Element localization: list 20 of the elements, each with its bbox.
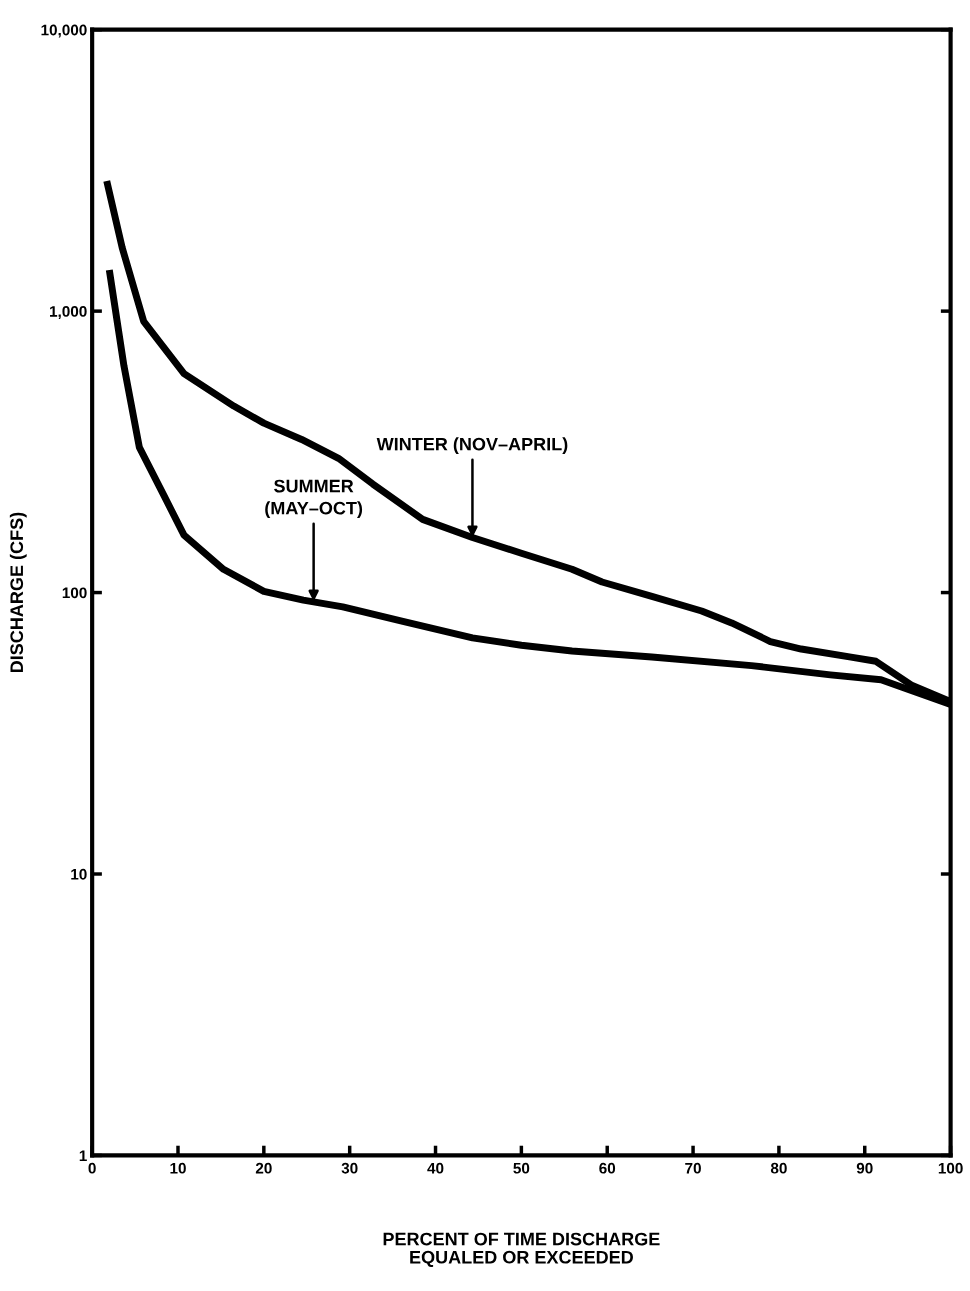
x-tick-label: 0: [88, 1162, 96, 1174]
y-tick-label: 1,000: [50, 306, 87, 320]
x-tick-label: 60: [599, 1162, 616, 1174]
x-tick-label: 10: [170, 1162, 186, 1174]
y-tick-label: 10: [71, 868, 87, 880]
x-tick-label: 90: [856, 1162, 873, 1174]
y-tick-label: 1: [79, 1150, 87, 1161]
x-tick-label: 70: [685, 1162, 701, 1174]
x-tick-label: 30: [341, 1162, 358, 1174]
y-axis-title: DISCHARGE (CFS): [9, 512, 27, 673]
x-tick-label: 20: [255, 1162, 272, 1174]
x-tick-label: 80: [770, 1162, 787, 1174]
annotation: SUMMER (MAY–OCT): [265, 479, 363, 519]
x-tick-label: 100: [938, 1162, 963, 1174]
annotation: WINTER (NOV–APRIL): [376, 437, 568, 455]
y-tick-label: 10,000: [41, 24, 87, 38]
x-tick-label: 40: [427, 1162, 444, 1174]
x-tick-label: 50: [513, 1162, 530, 1174]
x-axis-title: PERCENT OF TIME DISCHARGE EQUALED OR EXCEEDED: [383, 1232, 660, 1267]
y-tick-label: 100: [62, 587, 87, 599]
